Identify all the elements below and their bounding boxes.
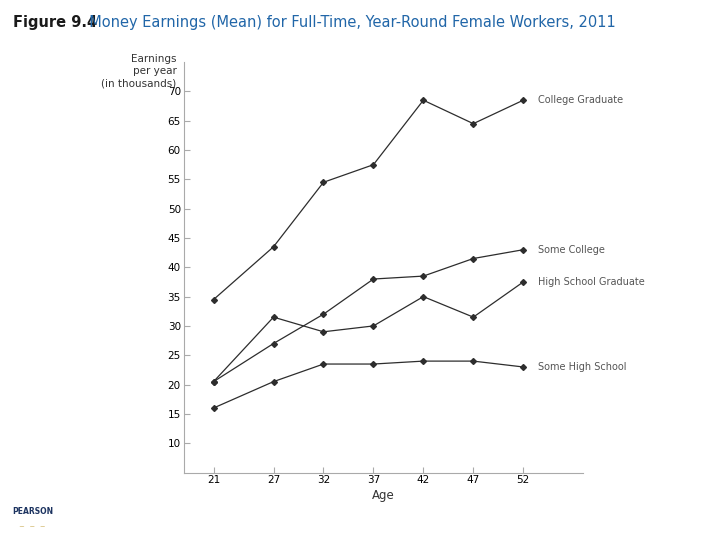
Text: Copyright © 2015 by Pearson Education, Inc.: Copyright © 2015 by Pearson Education, I…	[551, 505, 714, 512]
Text: College Graduate: College Graduate	[539, 95, 624, 105]
Text: ~  ~  ~: ~ ~ ~	[19, 524, 46, 530]
Text: All rights reserved.: All rights reserved.	[646, 523, 714, 529]
Text: High School Graduate: High School Graduate	[539, 277, 645, 287]
Text: Ronald G. Ehrenberg • Robert S. Smith: Ronald G. Ehrenberg • Robert S. Smith	[70, 523, 210, 529]
Text: Money Earnings (Mean) for Full-Time, Year-Round Female Workers, 2011: Money Earnings (Mean) for Full-Time, Yea…	[80, 15, 616, 30]
X-axis label: Age: Age	[372, 489, 395, 502]
Text: Modern Labor Economics: Theory and Public Policy, Twelfth Edition, Global Editio: Modern Labor Economics: Theory and Publi…	[70, 506, 364, 512]
Text: Some High School: Some High School	[539, 362, 626, 372]
Text: Some College: Some College	[539, 245, 605, 255]
Text: Figure 9.4: Figure 9.4	[13, 15, 97, 30]
FancyBboxPatch shape	[6, 500, 60, 535]
Text: PEARSON: PEARSON	[12, 507, 53, 516]
Text: Earnings
per year
(in thousands): Earnings per year (in thousands)	[101, 54, 176, 89]
